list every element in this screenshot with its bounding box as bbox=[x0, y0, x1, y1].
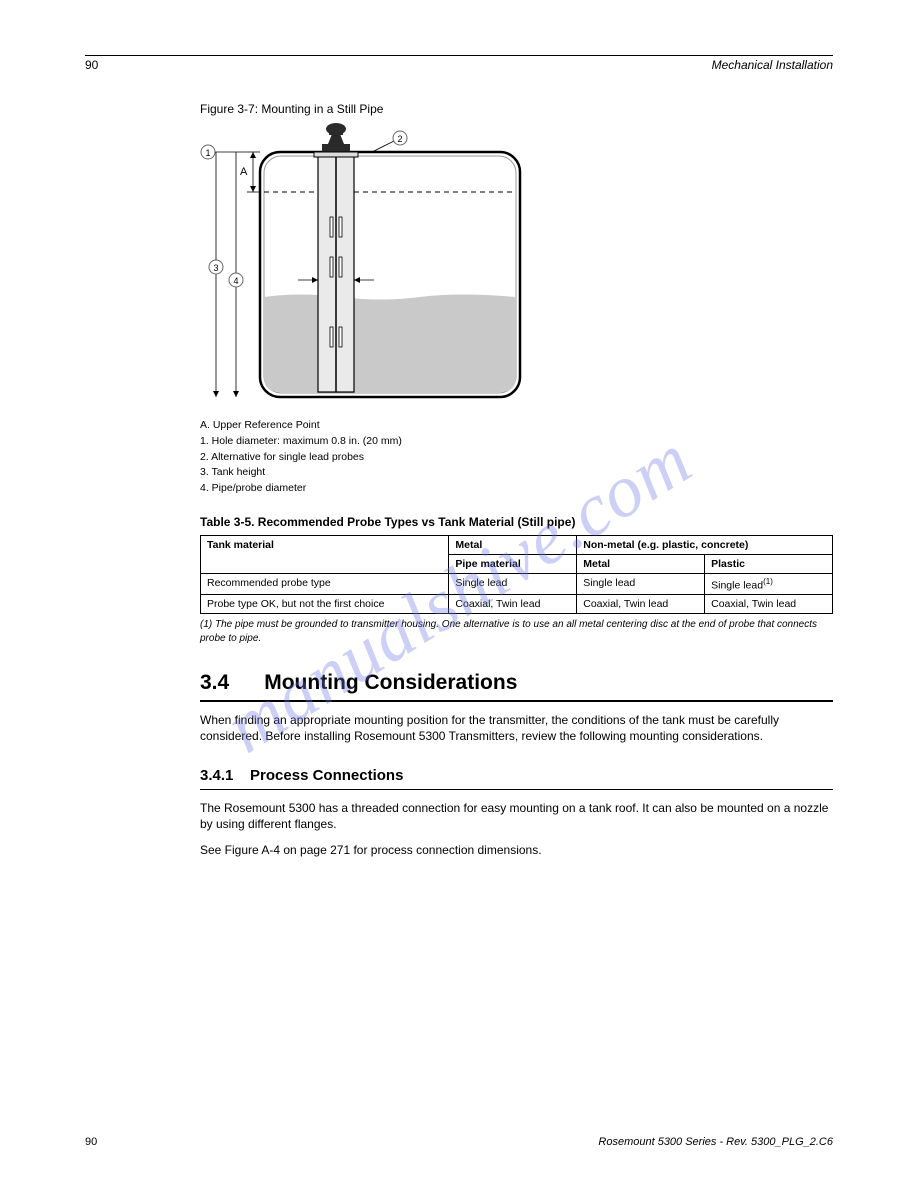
table-caption: Table 3-5. Recommended Probe Types vs Ta… bbox=[200, 515, 833, 529]
h2-para: When finding an appropriate mounting pos… bbox=[200, 712, 833, 744]
page-header: 90 Mechanical Installation bbox=[85, 55, 833, 72]
table-row: Tank material Metal Non-metal (e.g. plas… bbox=[201, 535, 833, 554]
h3-rule bbox=[200, 789, 833, 790]
diagram-svg: A 1 2 3 4 bbox=[200, 122, 530, 412]
h3-para2: See Figure A-4 on page 271 for process c… bbox=[200, 842, 833, 858]
marker-2-text: 2 bbox=[397, 134, 402, 144]
heading-mounting-considerations: 3.4 Mounting Considerations bbox=[200, 671, 833, 695]
page-number-top: 90 bbox=[85, 58, 98, 72]
row2-c4: Coaxial, Twin lead bbox=[705, 595, 833, 614]
section-title-top: Mechanical Installation bbox=[712, 58, 833, 72]
heading-process-connections: 3.4.1 Process Connections bbox=[200, 767, 833, 784]
hdr-pipe: Pipe material bbox=[449, 554, 577, 573]
figure-caption: Figure 3-7: Mounting in a Still Pipe bbox=[200, 102, 833, 116]
callout-2: 2. Alternative for single lead probes bbox=[200, 450, 833, 466]
label-a-text: A bbox=[240, 166, 248, 178]
table-row: Probe type OK, but not the first choice … bbox=[201, 595, 833, 614]
callout-3: 3. Tank height bbox=[200, 465, 833, 481]
marker-4-text: 4 bbox=[233, 276, 238, 286]
table-row: Recommended probe type Single lead Singl… bbox=[201, 573, 833, 595]
h3-title: Process Connections bbox=[250, 767, 403, 784]
callout-4: 4. Pipe/probe diameter bbox=[200, 481, 833, 497]
h3-para1: The Rosemount 5300 has a threaded connec… bbox=[200, 800, 833, 832]
page-number-bottom: 90 bbox=[85, 1136, 97, 1148]
marker-1-text: 1 bbox=[205, 148, 210, 158]
hdr-tank: Tank material bbox=[201, 535, 449, 573]
tank-diagram: A 1 2 3 4 bbox=[200, 122, 833, 412]
h3-num: 3.4.1 bbox=[200, 767, 233, 784]
figure-callouts: A. Upper Reference Point 1. Hole diamete… bbox=[200, 418, 833, 497]
table-footnote: (1) The pipe must be grounded to transmi… bbox=[200, 618, 833, 645]
callout-a: A. Upper Reference Point bbox=[200, 418, 833, 434]
row1-lbl: Recommended probe type bbox=[201, 573, 449, 595]
hdr-plastic: Plastic bbox=[705, 554, 833, 573]
main-content: Figure 3-7: Mounting in a Still Pipe bbox=[85, 102, 833, 858]
callout-1: 1. Hole diameter: maximum 0.8 in. (20 mm… bbox=[200, 434, 833, 450]
h2-num: 3.4 bbox=[200, 671, 229, 694]
row2-c3: Coaxial, Twin lead bbox=[577, 595, 705, 614]
probe-table: Tank material Metal Non-metal (e.g. plas… bbox=[200, 535, 833, 615]
row1-c1: Single lead bbox=[449, 573, 577, 595]
row1-c4: Single lead(1) bbox=[705, 573, 833, 595]
hdr-metal: Metal bbox=[449, 535, 577, 554]
row2-c1: Coaxial, Twin lead bbox=[449, 595, 577, 614]
footer-revision: Rosemount 5300 Series - Rev. 5300_PLG_2.… bbox=[598, 1136, 833, 1148]
marker-3-text: 3 bbox=[213, 263, 218, 273]
hdr-nonmetal: Non-metal (e.g. plastic, concrete) bbox=[577, 535, 833, 554]
h2-rule bbox=[200, 700, 833, 702]
page-footer: 90 Rosemount 5300 Series - Rev. 5300_PLG… bbox=[85, 1136, 833, 1148]
hdr-metal2: Metal bbox=[577, 554, 705, 573]
row1-c3: Single lead bbox=[577, 573, 705, 595]
h2-title: Mounting Considerations bbox=[264, 671, 517, 694]
row2-lbl: Probe type OK, but not the first choice bbox=[201, 595, 449, 614]
